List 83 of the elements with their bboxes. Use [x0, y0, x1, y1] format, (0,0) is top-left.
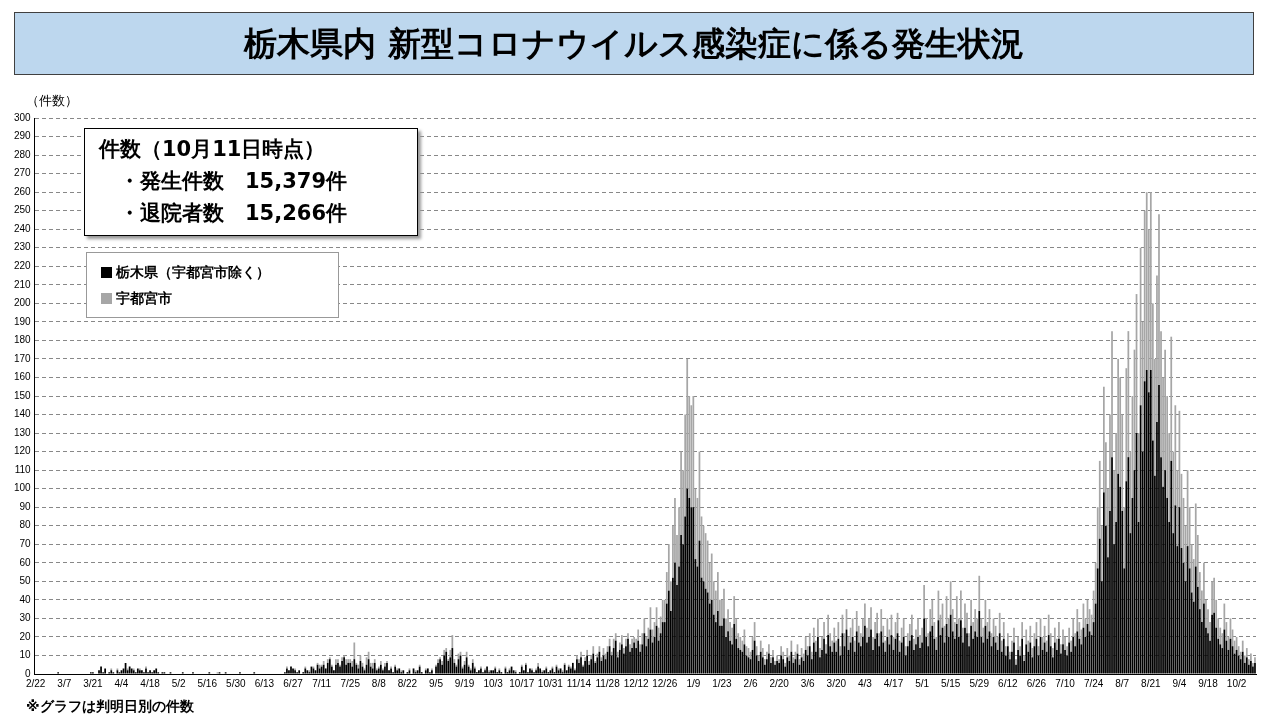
y-tick-label: 80	[19, 519, 32, 531]
y-tick-label: 210	[14, 278, 32, 290]
x-tick-label: 4/3	[857, 677, 873, 689]
y-tick-label: 10	[19, 649, 32, 661]
y-tick-label: 70	[19, 538, 32, 550]
legend-label: 栃木県（宇都宮市除く）	[116, 264, 270, 280]
x-tick-label: 7/11	[312, 677, 332, 689]
x-tick-label: 11/28	[595, 677, 621, 689]
y-tick-label: 170	[14, 352, 32, 364]
x-tick-label: 12/26	[652, 677, 678, 689]
x-tick-label: 8/21	[1141, 677, 1161, 689]
y-tick-label: 110	[14, 463, 32, 475]
x-tick-label: 4/17	[883, 677, 904, 689]
x-tick-label: 2/20	[769, 677, 790, 689]
x-tick-label: 8/22	[397, 677, 418, 689]
annotation: ・発生件数 15,379件	[118, 168, 349, 195]
x-tick-label: 4/4	[114, 677, 129, 689]
y-tick-label: 190	[14, 315, 32, 327]
y-tick-label: 40	[19, 593, 32, 605]
y-tick-label: 290	[14, 130, 32, 142]
x-tick-label: 6/13	[254, 677, 275, 689]
x-tick-label: 6/27	[283, 677, 304, 689]
y-tick-label: 270	[14, 167, 32, 179]
y-tick-label: 120	[14, 445, 32, 457]
x-tick-label: 2/6	[743, 677, 758, 689]
y-tick-label: 0	[25, 667, 32, 679]
x-tick-label: 4/18	[140, 677, 161, 689]
x-tick-label: 11/14	[566, 677, 592, 689]
x-tick-label: 3/7	[57, 677, 72, 689]
y-tick-label: 60	[19, 556, 32, 568]
y-tick-label: 20	[19, 630, 32, 642]
x-tick-label: 7/25	[340, 677, 361, 689]
y-tick-label: 230	[14, 241, 32, 253]
y-tick-label: 90	[19, 500, 32, 512]
y-tick-label: 200	[14, 297, 32, 309]
y-tick-label: 300	[14, 111, 32, 123]
x-tick-label: 5/16	[197, 677, 218, 689]
x-tick-label: 8/7	[1115, 677, 1130, 689]
x-tick-label: 9/4	[1172, 677, 1187, 689]
x-tick-label: 10/2	[1226, 677, 1247, 689]
x-tick-label: 1/23	[712, 677, 733, 689]
y-tick-label: 130	[14, 426, 32, 438]
y-tick-label: 100	[14, 482, 32, 494]
y-tick-label: 180	[14, 334, 32, 346]
x-tick-label: 9/5	[429, 677, 444, 689]
annotation: 件数（10月11日時点）	[99, 136, 327, 163]
x-tick-label: 3/6	[800, 677, 816, 689]
y-tick-label: 280	[14, 148, 32, 160]
x-tick-label: 10/31	[537, 677, 564, 689]
annotation: ・退院者数 15,266件	[118, 200, 349, 227]
y-tick-label: 260	[14, 185, 32, 197]
x-tick-label: 5/2	[171, 677, 187, 689]
x-tick-label: 7/24	[1083, 677, 1104, 689]
x-tick-label: 8/8	[371, 677, 387, 689]
y-tick-label: 140	[14, 408, 32, 420]
x-tick-label: 7/10	[1055, 677, 1076, 689]
x-tick-label: 5/15	[940, 677, 961, 689]
x-tick-label: 6/12	[998, 677, 1019, 689]
text: ※グラフは判明日別の件数	[26, 698, 194, 716]
y-tick-label: 50	[19, 575, 32, 587]
y-tick-label: 30	[19, 612, 32, 624]
x-tick-label: 5/30	[226, 677, 247, 689]
x-tick-label: 10/3	[483, 677, 504, 689]
x-tick-label: 9/18	[1198, 677, 1219, 689]
y-tick-label: 220	[14, 260, 32, 272]
y-tick-label: 250	[14, 204, 32, 216]
y-tick-label: 160	[14, 371, 32, 383]
x-tick-label: 3/20	[826, 677, 847, 689]
chart-title: 栃木県内 新型コロナウイルス感染症に係る発生状況	[14, 12, 1254, 75]
x-tick-label: 6/26	[1026, 677, 1047, 689]
x-tick-label: 5/1	[915, 677, 930, 689]
x-tick-label: 9/19	[454, 677, 475, 689]
x-tick-label: 1/9	[686, 677, 701, 689]
legend-label: 宇都宮市	[116, 290, 172, 306]
x-tick-label: 12/12	[623, 677, 650, 689]
x-tick-label: 10/17	[509, 677, 535, 689]
x-tick-label: 2/22	[25, 677, 46, 689]
y-axis-title: （件数）	[26, 92, 78, 110]
x-tick-label: 3/21	[83, 677, 104, 689]
x-tick-label: 5/29	[969, 677, 990, 689]
y-tick-label: 150	[14, 389, 32, 401]
text-panel: 件数（10月11日時点） ・発生件数 15,379件 ・退院者数 15,266件	[84, 128, 418, 236]
y-tick-label: 240	[14, 222, 32, 234]
